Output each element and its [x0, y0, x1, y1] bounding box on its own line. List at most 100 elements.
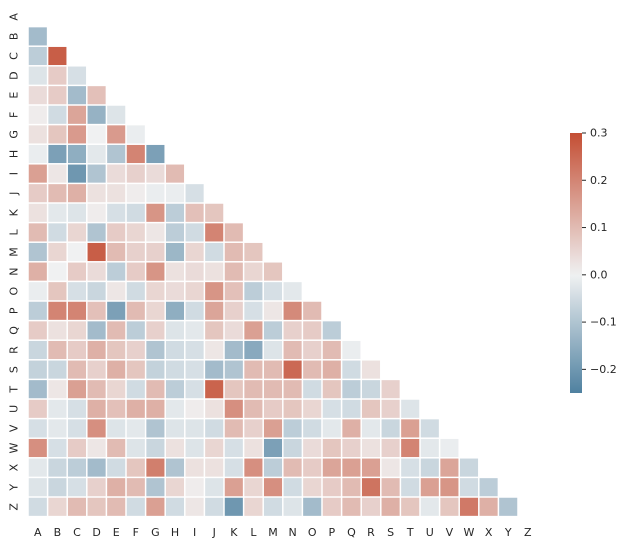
heatmap-cell-O-C [67, 282, 87, 301]
x-tick-label: G [151, 526, 160, 539]
heatmap-cell-R-L [244, 340, 263, 360]
heatmap-cell-T-M [263, 380, 283, 399]
heatmap-cell-H-C [67, 144, 87, 164]
heatmap-cell-N-D [87, 262, 106, 281]
heatmap-cell-N-B [48, 262, 67, 281]
heatmap-cell-T-G [146, 380, 165, 399]
x-tick-label: T [406, 526, 414, 539]
heatmap-cell-X-A [28, 458, 47, 477]
heatmap-cell-L-B [48, 223, 67, 242]
heatmap-cell-Q-P [322, 321, 341, 340]
heatmap-cell-Z-E [107, 497, 126, 516]
heatmap-cell-H-A [28, 144, 47, 164]
colorbar-tick-label: −0.2 [590, 363, 617, 376]
heatmap-cell-P-O [303, 301, 322, 320]
heatmap-cell-U-I [185, 399, 204, 418]
heatmap-cell-T-A [28, 380, 47, 399]
heatmap-cell-Z-W [459, 497, 479, 516]
heatmap-cell-S-F [126, 360, 145, 379]
heatmap-cell-J-F [126, 184, 145, 203]
heatmap-cell-T-E [107, 380, 126, 399]
heatmap-cell-R-N [283, 340, 302, 360]
heatmap-cell-K-E [107, 203, 126, 222]
heatmap-cell-X-B [48, 458, 67, 477]
heatmap-cell-S-H [165, 360, 185, 379]
heatmap-cell-P-B [48, 301, 67, 320]
heatmap-cell-N-A [28, 262, 47, 281]
heatmap-cell-V-G [146, 419, 165, 438]
heatmap-cell-X-H [165, 458, 185, 477]
heatmap-cell-R-P [322, 340, 341, 360]
heatmap-cell-P-M [263, 301, 283, 320]
heatmap-cell-S-I [185, 360, 204, 379]
heatmap-cell-O-L [244, 282, 263, 301]
heatmap-cell-I-E [107, 164, 126, 183]
heatmap-cell-X-I [185, 458, 204, 477]
y-tick-label: I [8, 172, 21, 175]
heatmap-cell-Q-J [205, 321, 224, 340]
heatmap-cell-L-H [165, 223, 185, 242]
heatmap-cell-I-D [87, 164, 106, 183]
heatmap-cell-W-S [381, 438, 400, 458]
heatmap-cell-W-U [420, 438, 439, 458]
heatmap-cell-U-S [381, 399, 400, 418]
heatmap-cell-T-P [322, 380, 341, 399]
x-tick-label: D [92, 526, 100, 539]
heatmap-cell-W-V [440, 438, 459, 458]
heatmap-cell-M-H [165, 242, 185, 262]
heatmap-cell-N-G [146, 262, 165, 281]
heatmap-cell-Z-T [401, 497, 420, 516]
heatmap-cell-S-B [48, 360, 67, 379]
heatmap-cell-W-R [361, 438, 381, 458]
heatmap-cell-D-B [48, 66, 67, 85]
heatmap-cell-U-Q [342, 399, 361, 418]
heatmap-cell-L-K [224, 223, 243, 242]
heatmap-cell-W-H [165, 438, 185, 458]
heatmap-cell-T-J [205, 380, 224, 399]
heatmap-cell-O-D [87, 282, 106, 301]
heatmap-cell-C-A [28, 46, 47, 66]
heatmap-cell-Y-W [459, 478, 479, 497]
heatmap-cell-W-E [107, 438, 126, 458]
heatmap-cell-X-G [146, 458, 165, 477]
heatmap-cell-Q-L [244, 321, 263, 340]
heatmap-cell-Y-F [126, 478, 145, 497]
heatmap-cell-X-O [303, 458, 322, 477]
heatmap-cell-Y-J [205, 478, 224, 497]
x-tick-label: B [54, 526, 62, 539]
heatmap-cell-H-B [48, 144, 67, 164]
x-tick-label: P [328, 526, 335, 539]
x-tick-label: I [193, 526, 196, 539]
heatmap-cell-P-E [107, 301, 126, 320]
x-tick-label: W [464, 526, 475, 539]
heatmap-cell-U-H [165, 399, 185, 418]
heatmap-cell-K-I [185, 203, 204, 222]
heatmap-cell-T-B [48, 380, 67, 399]
heatmap-cell-U-P [322, 399, 341, 418]
heatmap-cell-T-S [381, 380, 400, 399]
heatmap-cell-Q-N [283, 321, 302, 340]
heatmap-cell-W-I [185, 438, 204, 458]
heatmap-cell-W-G [146, 438, 165, 458]
y-tick-label: J [8, 192, 21, 196]
heatmap-cell-O-N [283, 282, 302, 301]
heatmap-cell-O-J [205, 282, 224, 301]
heatmap-cell-V-C [67, 419, 87, 438]
heatmap-cell-R-H [165, 340, 185, 360]
x-tick-label: N [288, 526, 296, 539]
heatmap-cell-K-F [126, 203, 145, 222]
heatmap-cell-K-B [48, 203, 67, 222]
heatmap-cell-S-R [361, 360, 381, 379]
heatmap-cell-D-C [67, 66, 87, 85]
colorbar-tick-label: −0.1 [590, 316, 617, 329]
heatmap-cell-S-N [283, 360, 302, 379]
heatmap-cell-Z-M [263, 497, 283, 516]
heatmap-cell-H-E [107, 144, 126, 164]
heatmap-cell-R-O [303, 340, 322, 360]
heatmap-cell-Q-D [87, 321, 106, 340]
y-tick-label: R [8, 346, 21, 354]
heatmap-cell-X-T [401, 458, 420, 477]
colorbar-tick-label: 0.0 [590, 268, 608, 281]
heatmap-cell-X-S [381, 458, 400, 477]
